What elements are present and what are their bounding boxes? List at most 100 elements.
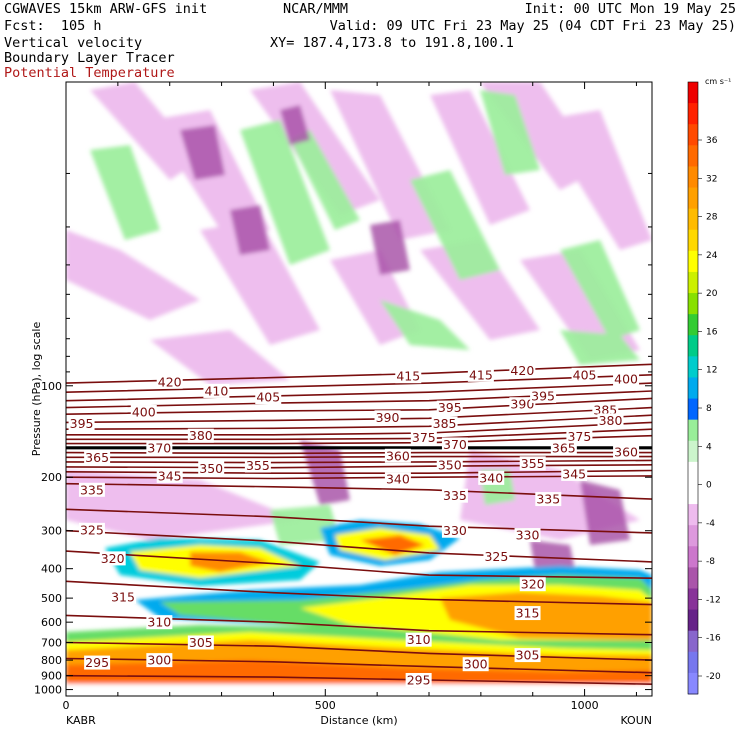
- theta-label-405: 405: [256, 390, 280, 405]
- theta-label-330: 330: [443, 523, 467, 538]
- colorbar-swatch: [688, 461, 698, 484]
- x-axis: 0 500 1000: [63, 82, 637, 712]
- theta-label-345: 345: [158, 468, 182, 483]
- theta-label-bg: [78, 482, 105, 497]
- theta-label-295: 295: [85, 655, 109, 670]
- theta-contour-390: [66, 414, 652, 430]
- theta-contour-400: [66, 397, 652, 415]
- colorbar-tick-label: -8: [706, 557, 715, 567]
- theta-label-bg: [78, 522, 105, 537]
- colorbar-frame: [687, 81, 699, 695]
- theta-label-365: 365: [552, 440, 576, 455]
- colorbar-swatch: [688, 271, 698, 294]
- field-vertical-velocity: Vertical velocity: [4, 35, 143, 51]
- theta-label-415: 415: [396, 369, 420, 384]
- colorbar-swatch: [688, 124, 698, 146]
- theta-label-310: 310: [147, 615, 171, 630]
- theta-label-bg: [405, 632, 432, 647]
- theta-label-400: 400: [614, 372, 638, 387]
- theta-label-bg: [146, 440, 173, 455]
- theta-label-bg: [84, 450, 111, 465]
- theta-label-bg: [410, 430, 437, 445]
- theta-label-bg: [436, 400, 463, 415]
- theta-label-bg: [68, 416, 95, 431]
- left-endpoint-label: KABR: [66, 714, 96, 727]
- theta-label-345: 345: [562, 466, 586, 481]
- theta-label-375: 375: [567, 429, 591, 444]
- y-tick-label: 900: [41, 670, 62, 683]
- theta-label-bg: [535, 492, 562, 507]
- y-tick-label: 800: [41, 654, 62, 667]
- colorbar-swatch: [688, 356, 698, 378]
- colorbar: 36 32 28 24 20 16 12 8 4 0 -4 -8 -12 -16 -20: [687, 81, 721, 695]
- theta-label-415: 415: [469, 367, 493, 382]
- colorbar-unit: cm s⁻¹: [705, 77, 731, 86]
- theta-contour-320: [66, 550, 652, 579]
- colorbar-swatch: [688, 419, 698, 442]
- theta-label-420: 420: [510, 363, 534, 378]
- theta-label-380: 380: [599, 413, 623, 428]
- init-time: Init: 00 UTC Mon 19 May 25: [524, 1, 736, 17]
- colorbar-tick-label: 20: [706, 289, 718, 299]
- colorbar-tick-label: 4: [706, 442, 712, 452]
- theta-label-bg: [483, 549, 510, 564]
- theta-label-340: 340: [386, 472, 410, 487]
- theta-label-bg: [436, 457, 463, 472]
- y-tick-label: 600: [41, 616, 62, 629]
- theta-label-bg: [571, 367, 598, 382]
- colorbar-swatch: [688, 377, 698, 400]
- theta-label-395: 395: [70, 416, 94, 431]
- y-tick-label: 1000: [34, 684, 62, 697]
- theta-label-335: 335: [80, 482, 104, 497]
- theta-contour-360: [66, 455, 652, 459]
- theta-label-bg: [441, 488, 468, 503]
- theta-label-390: 390: [376, 410, 400, 425]
- theta-label-395: 395: [531, 388, 555, 403]
- theta-label-bg: [519, 577, 546, 592]
- plot-frame: [65, 81, 653, 697]
- colorbar-swatch: [688, 630, 698, 653]
- theta-label-bg: [384, 472, 411, 487]
- y-tick-label: 100: [41, 380, 62, 393]
- colorbar-swatch: [688, 546, 698, 568]
- theta-label-bg: [509, 363, 536, 378]
- theta-label-bg: [187, 635, 214, 650]
- theta-label-bg: [566, 429, 593, 444]
- theta-label-bg: [130, 405, 157, 420]
- theta-label-380: 380: [189, 428, 213, 443]
- theta-label-bg: [478, 470, 505, 485]
- theta-label-400: 400: [132, 405, 156, 420]
- x-tick-label: 1000: [571, 699, 599, 712]
- colorbar-swatch: [688, 314, 698, 336]
- y-tick-label: 300: [41, 525, 62, 538]
- theta-label-370: 370: [443, 437, 467, 452]
- colorbar-tick-label: 36: [706, 136, 718, 146]
- colorbar-tick-label: -12: [706, 595, 721, 605]
- right-endpoint-label: KOUN: [620, 714, 652, 727]
- theta-label-320: 320: [521, 577, 545, 592]
- colorbar-tick-label: -16: [706, 634, 721, 644]
- colorbar-swatch: [688, 525, 698, 547]
- theta-label-bg: [203, 383, 230, 398]
- colorbar-swatch: [688, 440, 698, 463]
- theta-label-365: 365: [85, 450, 109, 465]
- theta-label-335: 335: [536, 492, 560, 507]
- theta-label-bg: [84, 655, 111, 670]
- theta-label-305: 305: [516, 648, 540, 663]
- x-axis-label: Distance (km): [320, 714, 397, 727]
- y-tick-label: 200: [41, 471, 62, 484]
- theta-contour-385: [66, 421, 652, 436]
- theta-label-350: 350: [438, 457, 462, 472]
- theta-label-360: 360: [614, 444, 638, 459]
- theta-label-405: 405: [573, 367, 597, 382]
- theta-label-bg: [462, 657, 489, 672]
- institution-label: NCAR/MMM: [283, 1, 349, 17]
- colorbar-swatch: [688, 103, 698, 125]
- theta-label-300: 300: [464, 657, 488, 672]
- theta-label-295: 295: [407, 672, 431, 687]
- theta-label-bg: [509, 397, 536, 412]
- theta-label-bg: [244, 458, 271, 473]
- colorbar-tick-label: 28: [706, 213, 718, 223]
- theta-label-370: 370: [147, 440, 171, 455]
